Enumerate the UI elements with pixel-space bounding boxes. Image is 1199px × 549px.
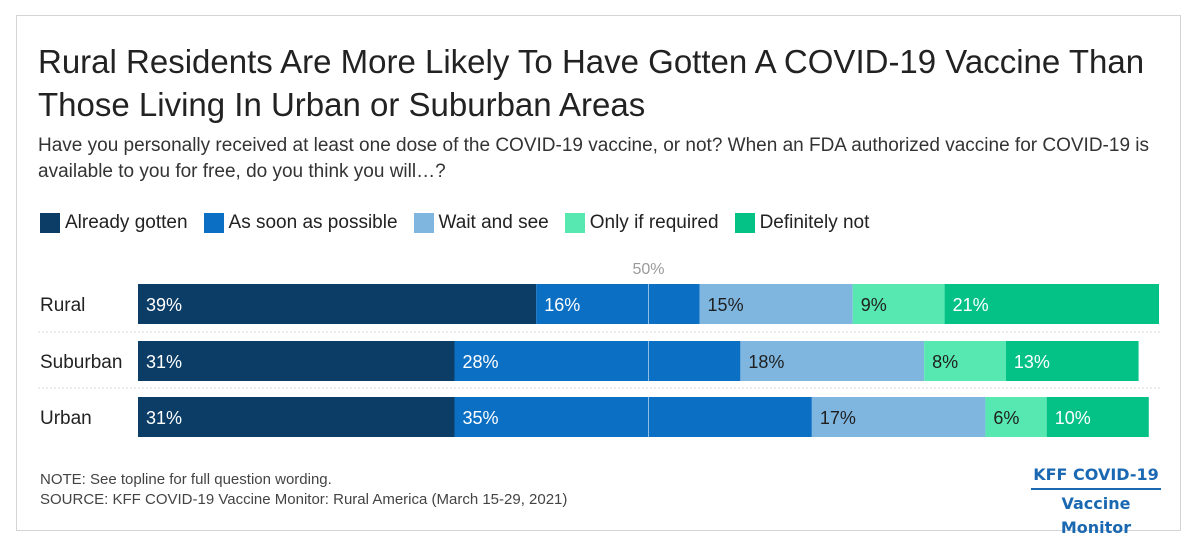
category-label: Rural bbox=[40, 295, 85, 316]
chart-legend: Already gotten As soon as possible Wait an… bbox=[40, 212, 885, 234]
source-text: SOURCE: KFF COVID-19 Vaccine Monitor: Ru… bbox=[40, 491, 568, 508]
data-label: 15% bbox=[708, 295, 744, 315]
chart-title: Rural Residents Are More Likely To Have … bbox=[38, 43, 1145, 123]
bar-segment bbox=[1046, 397, 1149, 437]
data-label: 18% bbox=[748, 352, 784, 372]
data-label: 35% bbox=[463, 408, 499, 428]
chart-frame bbox=[16, 15, 1181, 531]
data-label: 31% bbox=[146, 408, 182, 428]
kff-logo: KFF COVID-19 Vaccine Monitor bbox=[1031, 463, 1161, 540]
legend-label: Already gotten bbox=[65, 212, 188, 233]
data-label: 10% bbox=[1055, 408, 1091, 428]
data-label: 17% bbox=[820, 408, 856, 428]
data-label: 16% bbox=[544, 295, 580, 315]
legend-item-0: Already gotten bbox=[40, 212, 188, 234]
legend-swatch bbox=[40, 213, 60, 233]
data-label: 13% bbox=[1014, 352, 1050, 372]
data-label: 39% bbox=[146, 295, 182, 315]
legend-swatch bbox=[564, 213, 585, 233]
legend-swatch bbox=[203, 213, 224, 233]
data-label: 6% bbox=[993, 408, 1019, 428]
legend-swatch bbox=[413, 213, 434, 233]
bar-segment bbox=[454, 341, 741, 381]
legend-label: Wait and see bbox=[438, 212, 549, 233]
legend-label: As soon as possible bbox=[228, 212, 398, 233]
data-label: 31% bbox=[146, 352, 182, 372]
chart-subtitle: Have you personally received at least on… bbox=[38, 135, 1150, 182]
bar-segment bbox=[740, 341, 925, 381]
data-label: 8% bbox=[932, 352, 958, 372]
bar-segment bbox=[138, 397, 455, 437]
legend-item-4: Definitely not bbox=[734, 212, 870, 234]
legend-label: Definitely not bbox=[759, 212, 870, 233]
note-text: NOTE: See topline for full question word… bbox=[40, 471, 332, 488]
chart-footer: NOTE: See topline for full question word… bbox=[40, 470, 567, 510]
data-label: 28% bbox=[463, 352, 499, 372]
legend-label: Only if required bbox=[589, 212, 719, 233]
reference-line-label: 50% bbox=[632, 261, 664, 278]
category-label: Urban bbox=[40, 408, 92, 429]
legend-swatch bbox=[734, 213, 755, 233]
bar-segment bbox=[944, 284, 1159, 324]
bar-segment bbox=[852, 284, 945, 324]
bar-segment bbox=[454, 397, 812, 437]
legend-item-3: Only if required bbox=[564, 212, 719, 234]
bar-segment bbox=[699, 284, 853, 324]
bar-segment bbox=[536, 284, 700, 324]
logo-line-2: Vaccine Monitor bbox=[1060, 494, 1132, 537]
data-label: 21% bbox=[953, 295, 989, 315]
bar-segment bbox=[985, 397, 1047, 437]
bar-segment bbox=[138, 341, 455, 381]
bar-segment bbox=[138, 284, 537, 324]
legend-item-1: As soon as possible bbox=[203, 212, 398, 234]
bar-segment bbox=[924, 341, 1006, 381]
logo-line-1: KFF COVID-19 bbox=[1031, 463, 1161, 490]
category-label: Suburban bbox=[40, 352, 122, 373]
bar-segment bbox=[1005, 341, 1139, 381]
data-label: 9% bbox=[861, 295, 887, 315]
legend-item-2: Wait and see bbox=[413, 212, 549, 234]
bar-segment bbox=[811, 397, 986, 437]
